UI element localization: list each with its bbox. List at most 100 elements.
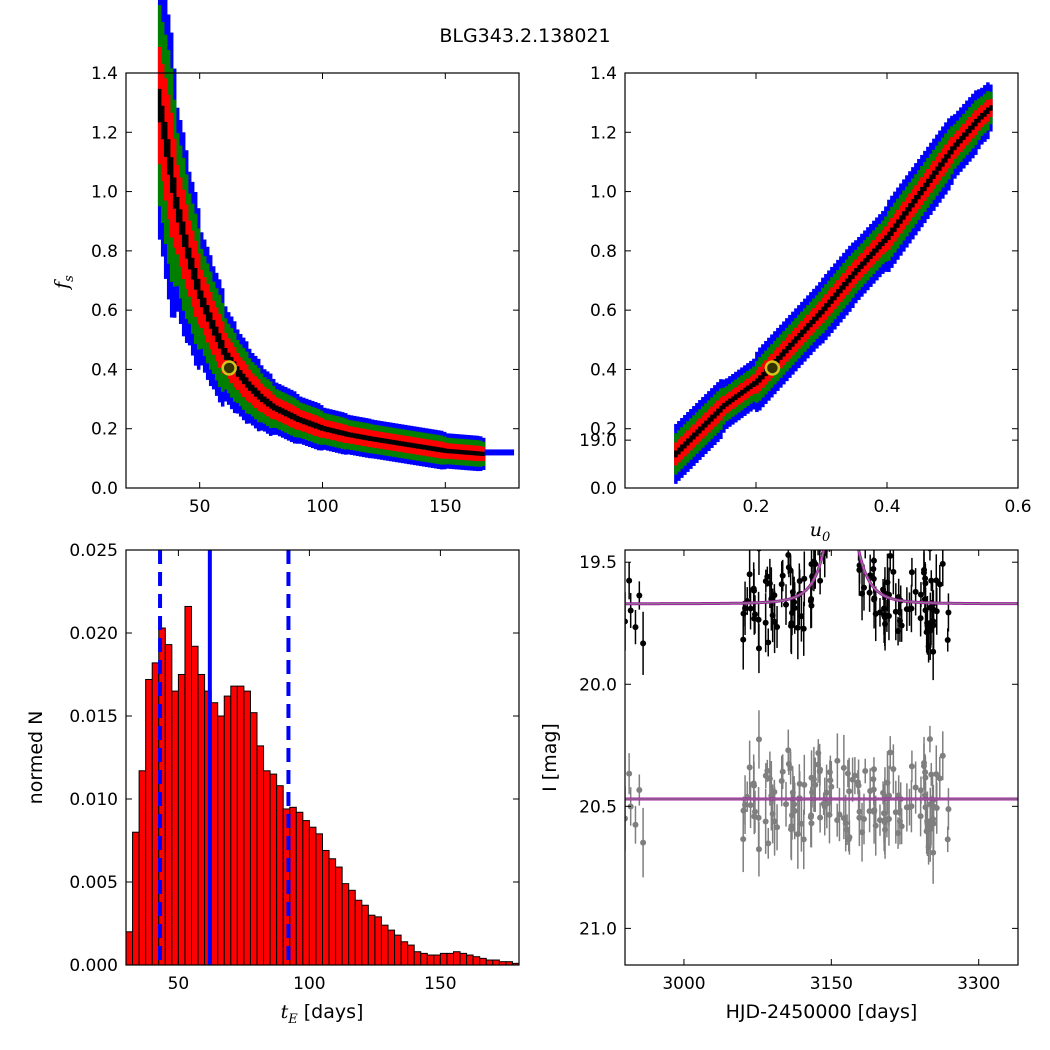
contour-cell: [226, 352, 231, 365]
contour-cell: [731, 396, 735, 403]
residual-point: [846, 788, 853, 795]
contour-cell: [280, 408, 285, 415]
contour-cell: [184, 234, 189, 259]
contour-cell: [809, 319, 813, 328]
contour-cell: [986, 107, 990, 115]
data-point: [751, 587, 758, 594]
contour-cell: [983, 110, 987, 117]
residual-point: [632, 821, 639, 828]
x-tick-label: 100: [293, 974, 325, 994]
contour-cell: [193, 267, 198, 290]
contour-cell: [352, 433, 357, 439]
data-point: [846, 500, 852, 506]
contour-cell: [869, 251, 873, 260]
contour-cell: [785, 346, 789, 354]
histogram-bar: [145, 678, 153, 966]
residual-point: [808, 820, 815, 827]
residual-point: [827, 777, 834, 784]
contour-cell: [749, 383, 753, 390]
histogram-bar: [453, 951, 461, 966]
histogram-bar: [322, 849, 330, 966]
contour-cell: [947, 150, 951, 159]
contour-cell: [971, 122, 975, 130]
contour-cell: [980, 112, 984, 120]
data-point: [755, 645, 762, 652]
residual-point: [771, 818, 778, 825]
residual-point: [751, 808, 758, 815]
contour-cell: [824, 303, 828, 311]
contour-cell: [385, 438, 390, 444]
data-point: [798, 613, 805, 620]
contour-cell: [800, 329, 804, 337]
model-curve: [625, 550, 1018, 606]
data-point: [850, 489, 856, 495]
residual-point: [798, 820, 805, 827]
best-fit-marker: [221, 360, 237, 376]
data-point: [855, 528, 861, 534]
contour-cell: [178, 209, 183, 235]
residual-point: [862, 767, 869, 774]
residual-point: [740, 836, 747, 843]
residual-point: [778, 777, 785, 784]
residual-point: [898, 823, 905, 830]
contour-cell: [409, 442, 414, 448]
histogram-bar: [184, 605, 192, 966]
histogram-bar: [223, 695, 232, 966]
contour-cell: [791, 339, 795, 347]
residual-point: [933, 771, 940, 778]
contour-cell: [779, 352, 783, 360]
contour-cell: [944, 154, 948, 163]
data-point: [746, 571, 753, 578]
data-point: [800, 625, 807, 632]
y-tick-label: 0.8: [91, 242, 118, 262]
contour-cell: [265, 398, 270, 407]
contour-cell: [283, 409, 288, 417]
contour-cell: [181, 221, 186, 248]
data-point: [751, 611, 758, 618]
histogram-bar: [263, 770, 271, 966]
residual-point: [892, 809, 899, 816]
residual-point: [870, 766, 877, 773]
contour-cell: [295, 415, 300, 422]
contour-cell: [797, 332, 801, 341]
histogram-bar: [426, 954, 435, 966]
contour-cell: [728, 398, 732, 405]
residual-point: [834, 757, 841, 764]
contour-cell: [439, 447, 444, 453]
residual-point: [626, 770, 633, 777]
contour-cell: [463, 450, 468, 455]
data-point: [817, 577, 824, 584]
data-point: [841, 359, 847, 365]
contour-cell: [316, 423, 321, 430]
contour-cell: [755, 378, 759, 386]
y-tick-label: 0.6: [590, 301, 617, 321]
contour-cell: [271, 403, 276, 411]
data-point: [834, 426, 840, 432]
contour-cell: [923, 182, 927, 192]
residual-point: [886, 792, 893, 799]
histogram-bar: [295, 811, 304, 966]
residual-point: [846, 834, 853, 841]
data-point: [846, 507, 852, 513]
contour-cell: [472, 450, 477, 456]
histogram-bar: [289, 806, 297, 966]
residual-point: [826, 811, 833, 818]
residual-point: [779, 768, 786, 775]
contour-cell: [475, 451, 480, 456]
histogram-bar: [361, 904, 369, 966]
contour-cell: [902, 211, 906, 220]
data-point: [627, 607, 634, 614]
residual-point: [933, 805, 940, 812]
residual-point: [751, 782, 758, 789]
contour-cell: [704, 420, 708, 428]
contour-cell: [274, 405, 279, 412]
contour-cell: [794, 336, 798, 344]
data-point: [632, 624, 639, 631]
residual-point: [817, 766, 824, 773]
contour-cell: [764, 368, 768, 377]
y-tick-label: 0.6: [91, 301, 118, 321]
data-point: [845, 428, 851, 434]
data-point: [912, 588, 919, 595]
residual-point: [945, 806, 952, 813]
histogram-bar: [367, 914, 376, 966]
